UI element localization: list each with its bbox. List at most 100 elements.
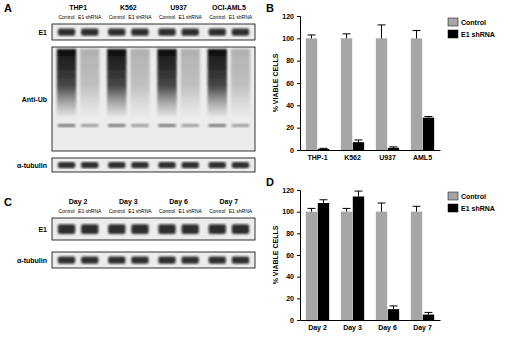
error-cap (343, 33, 351, 34)
row-label: α-tubulin (17, 257, 47, 264)
error-bar (378, 25, 386, 38)
lane-label: Control (159, 208, 175, 214)
error-cap (413, 206, 421, 207)
blot-panel: ATHP1ControlE1 shRNAK562ControlE1 shRNAU… (4, 2, 255, 172)
tick-label: K562 (344, 154, 361, 161)
tick-mark (297, 190, 300, 191)
error-bar (320, 200, 328, 203)
error-bar (355, 191, 363, 196)
y-tick: 60 (286, 80, 300, 87)
band (182, 28, 199, 35)
blot-frame (52, 47, 255, 151)
band (209, 224, 226, 234)
error-cap (320, 199, 328, 200)
error-bar (308, 208, 316, 211)
x-tick: U937 (379, 150, 396, 161)
row-label: Anti-Ub (22, 96, 47, 103)
band (182, 224, 199, 234)
axis-line (297, 17, 301, 151)
y-axis-title: % VIABLE CELLS (272, 225, 279, 284)
smear (57, 49, 76, 117)
smear (231, 49, 250, 117)
y-tick: 40 (286, 102, 300, 109)
tick-mark (297, 298, 300, 299)
error-cap (425, 116, 433, 117)
y-axis-title: % VIABLE CELLS (272, 53, 279, 112)
blot-frame (52, 252, 255, 268)
y-tick: 0 (290, 317, 300, 324)
lane-label: Control (209, 208, 225, 214)
axis-line (297, 191, 301, 321)
error-cap (390, 305, 398, 306)
tick-label: 120 (282, 13, 294, 20)
bar (411, 212, 422, 320)
panel-letter: D (266, 176, 274, 188)
tick-label: 40 (286, 273, 294, 280)
y-tick: 20 (286, 124, 300, 131)
band (232, 124, 249, 127)
bar (423, 118, 434, 150)
error-bar (343, 208, 351, 211)
band (158, 28, 175, 35)
band (108, 28, 125, 35)
band (81, 224, 98, 234)
row-label: E1 (38, 29, 47, 36)
bar (341, 38, 352, 150)
error-stem (358, 191, 359, 196)
chart: B020406080100120THP-1K562U937AML5% VIABL… (266, 2, 495, 161)
tick-mark (297, 16, 300, 17)
blot-frame (52, 158, 255, 172)
tick-label: Day 7 (413, 324, 432, 332)
band (108, 124, 125, 127)
lane-label: Control (58, 208, 74, 214)
group-label: Day 2 (69, 198, 88, 206)
lane-label: Control (109, 208, 125, 214)
band (131, 28, 148, 35)
band (131, 162, 148, 168)
lane-label: E1 shRNA (128, 14, 152, 20)
group-label: Day 3 (119, 198, 138, 206)
band (232, 256, 249, 263)
smear (208, 49, 227, 117)
band (58, 162, 75, 168)
group-label: THP1 (69, 4, 87, 11)
x-tick: Day 7 (413, 320, 432, 332)
tick-mark (297, 83, 300, 84)
panel-letter: B (266, 2, 274, 14)
x-axis: THP-1 K562 U937 AML5 (301, 150, 441, 161)
y-tick: 100 (282, 35, 300, 42)
band (58, 124, 75, 127)
error-cap (308, 208, 316, 209)
band (232, 28, 249, 35)
smear (157, 49, 176, 117)
legend-label: E1 shRNA (461, 31, 495, 38)
error-cap (425, 312, 433, 313)
tick-label: 100 (282, 35, 294, 42)
axis-line (301, 320, 441, 321)
error-cap (378, 203, 386, 204)
x-tick: THP-1 (307, 150, 327, 161)
band (209, 28, 226, 35)
band (81, 28, 98, 35)
tick-label: 0 (290, 147, 294, 154)
error-bar (413, 31, 421, 39)
x-tick: Day 3 (343, 320, 362, 332)
x-tick: AML5 (413, 150, 432, 161)
group-label: Day 6 (169, 198, 188, 206)
lane-label: Control (209, 14, 225, 20)
band (209, 124, 226, 127)
group-label: Day 7 (220, 198, 239, 206)
smear (80, 49, 99, 117)
y-tick: 20 (286, 295, 300, 302)
error-bar (355, 140, 363, 142)
tick-mark (297, 320, 300, 321)
tick-mark (297, 150, 300, 151)
error-bar (390, 306, 398, 309)
bar (353, 197, 364, 321)
band (182, 256, 199, 263)
tick-mark (297, 233, 300, 234)
bar (306, 38, 317, 150)
error-stem (381, 25, 382, 38)
tick-label: 80 (286, 230, 294, 237)
band (108, 162, 125, 168)
